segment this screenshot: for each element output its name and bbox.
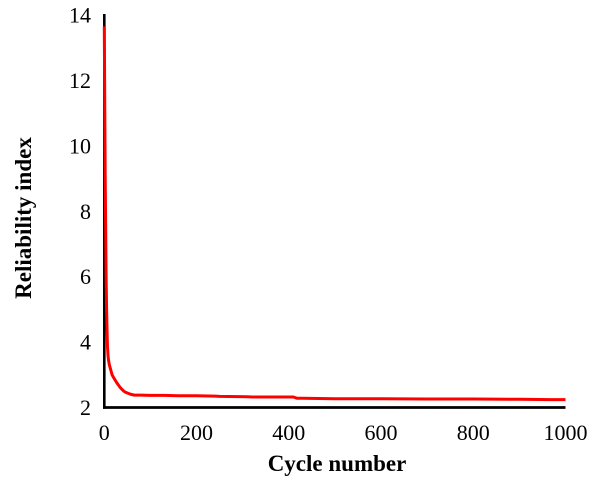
x-tick-label: 800: [457, 420, 490, 445]
series-line-reliability: [102, 26, 566, 402]
x-tick-label: 0: [99, 420, 110, 445]
x-tick-label: 400: [272, 420, 305, 445]
x-axis-title: Cycle number: [268, 451, 407, 476]
y-tick-label: 4: [80, 330, 91, 355]
y-tick-label: 12: [69, 68, 91, 93]
x-tick-label: 200: [180, 420, 213, 445]
y-tick-label: 2: [80, 395, 91, 420]
x-axis-tick-labels: 0 200 400 600 800 1000: [99, 420, 588, 445]
y-axis-tick-labels: 2 4 6 8 10 12 14: [69, 3, 91, 421]
x-tick-label: 1000: [544, 420, 588, 445]
y-tick-label: 6: [80, 264, 91, 289]
y-tick-label: 8: [80, 199, 91, 224]
y-tick-label: 14: [69, 3, 91, 28]
y-axis-title: Reliability index: [11, 137, 36, 299]
y-tick-label: 10: [69, 133, 91, 158]
x-tick-label: 600: [365, 420, 398, 445]
